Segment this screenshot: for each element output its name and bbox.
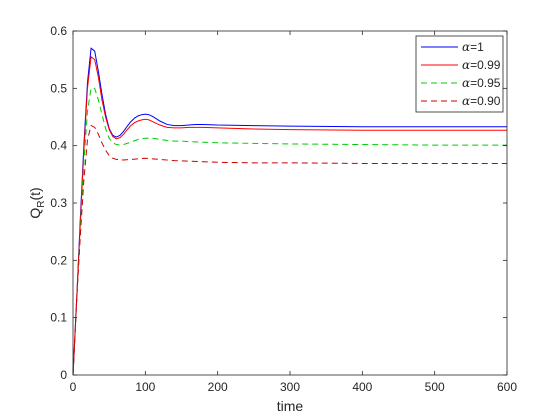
legend-greek-3: α — [462, 94, 470, 108]
x-tick-label: 300 — [280, 380, 300, 394]
series-line-0 — [72, 47, 507, 376]
x-tick-label: 0 — [70, 380, 77, 394]
y-tick-label: 0.5 — [50, 81, 67, 95]
y-tick-label: 0.4 — [50, 139, 67, 153]
y-tick-label: 0 — [60, 368, 67, 382]
x-tick-label: 100 — [135, 380, 155, 394]
legend-greek-0: α — [462, 40, 470, 54]
legend-label-2: α=0.95 — [462, 76, 501, 90]
y-tick-label: 0.6 — [50, 24, 67, 38]
legend-value-3: =0.90 — [470, 94, 501, 108]
legend-value-2: =0.95 — [470, 76, 501, 90]
legend-value-1: =0.99 — [470, 58, 501, 72]
y-axis-title-subscript: R — [36, 201, 47, 208]
x-tick-label: 200 — [208, 380, 228, 394]
legend-value-0: =1 — [470, 40, 484, 54]
series-layer — [72, 47, 507, 376]
legend-label-0: α=1 — [462, 40, 484, 54]
legend: α=1α=0.99α=0.95α=0.90 — [415, 35, 504, 113]
y-axis-title-main: Q — [27, 208, 43, 219]
series-line-1 — [72, 55, 507, 376]
x-tick-label: 400 — [352, 380, 372, 394]
x-tick-label: 600 — [497, 380, 517, 394]
series-line-3 — [72, 124, 507, 376]
ticks-layer: 0 100 200 300 400 500 600 0 0.1 0.2 0.3 0.4 0.5 0.6 — [50, 24, 517, 394]
x-axis-title: time — [277, 398, 304, 414]
legend-box — [415, 35, 504, 113]
y-tick-label: 0.1 — [50, 311, 67, 325]
y-axis-title: QR(t) — [27, 187, 47, 218]
legend-greek-2: α — [462, 76, 470, 90]
y-tick-label: 0.2 — [50, 253, 67, 267]
series-line-2 — [72, 87, 507, 376]
x-tick-label: 500 — [425, 380, 445, 394]
y-axis-title-suffix: (t) — [27, 187, 43, 200]
legend-greek-1: α — [462, 58, 470, 72]
legend-label-1: α=0.99 — [462, 58, 501, 72]
legend-label-3: α=0.90 — [462, 94, 501, 108]
y-tick-label: 0.3 — [50, 196, 67, 210]
